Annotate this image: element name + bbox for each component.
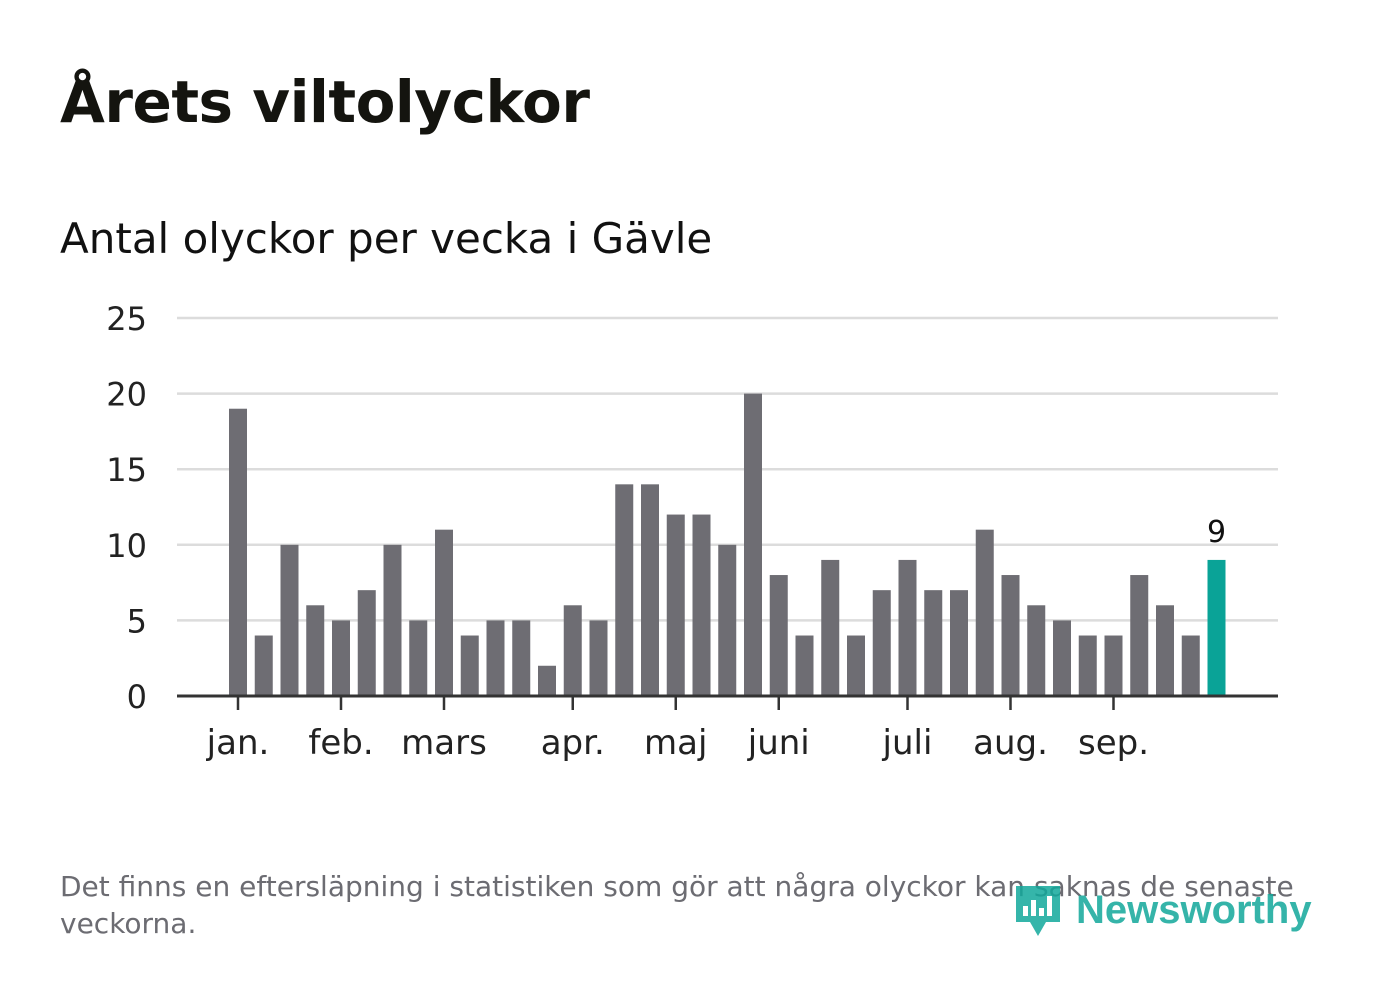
bar xyxy=(1001,575,1020,696)
bar xyxy=(692,514,711,696)
y-axis-labels: 0 5 10 15 20 25 xyxy=(106,300,147,716)
bar-latest-week xyxy=(1207,559,1226,696)
y-tick-label: 10 xyxy=(106,527,147,565)
bars xyxy=(229,393,1226,696)
bar xyxy=(795,635,814,696)
month-label: jan. xyxy=(206,723,270,763)
bar xyxy=(229,408,247,696)
bar xyxy=(744,393,762,696)
bar xyxy=(1156,605,1174,696)
logo-icon xyxy=(1016,886,1060,936)
bar xyxy=(1130,575,1149,696)
bar xyxy=(1181,635,1200,696)
month-label: sep. xyxy=(1078,723,1149,763)
month-label: maj xyxy=(644,723,707,763)
bar xyxy=(280,544,299,696)
month-label: juni xyxy=(747,723,810,763)
bar xyxy=(975,529,994,696)
y-tick-label: 20 xyxy=(106,376,147,414)
bar xyxy=(666,514,685,696)
bar xyxy=(924,590,943,696)
month-label: apr. xyxy=(541,723,605,763)
bar xyxy=(435,529,453,696)
bar xyxy=(769,575,788,696)
bar xyxy=(821,559,840,696)
x-axis: jan. feb. mars apr. maj juni juli aug. sep. xyxy=(177,694,1278,763)
bar xyxy=(486,620,505,696)
y-tick-label: 0 xyxy=(127,678,147,716)
month-label: aug. xyxy=(973,723,1048,763)
y-tick-label: 15 xyxy=(106,451,147,489)
bar xyxy=(357,590,376,696)
bar xyxy=(254,635,273,696)
bar xyxy=(1027,605,1046,696)
chart-subtitle: Antal olyckor per vecka i Gävle xyxy=(60,214,713,263)
bar xyxy=(563,605,582,696)
bar xyxy=(615,484,634,696)
bar xyxy=(512,620,531,696)
bar xyxy=(847,635,865,696)
bar xyxy=(383,544,402,696)
footnote: Det finns en eftersläpning i statistiken… xyxy=(60,870,1294,940)
bar xyxy=(538,665,556,696)
bar xyxy=(1078,635,1097,696)
bar xyxy=(589,620,608,696)
y-tick-label: 5 xyxy=(127,602,147,640)
bar xyxy=(409,620,428,696)
brand-name: Newsworthy xyxy=(1076,887,1312,932)
bar xyxy=(898,559,917,696)
bar xyxy=(641,484,659,696)
bar xyxy=(332,620,350,696)
bar xyxy=(1053,620,1071,696)
bar xyxy=(872,590,891,696)
bar xyxy=(718,544,737,696)
bar xyxy=(460,635,479,696)
month-label: juli xyxy=(882,723,933,763)
highlight-value-label: 9 xyxy=(1207,515,1226,550)
chart-title: Årets viltolyckor xyxy=(60,68,590,136)
bar xyxy=(950,590,968,696)
data-labels: 9 xyxy=(1207,515,1226,550)
y-tick-label: 25 xyxy=(106,300,147,338)
bar xyxy=(306,605,325,696)
month-label: mars xyxy=(401,723,487,763)
bar xyxy=(1104,635,1123,696)
month-label: feb. xyxy=(308,723,373,763)
newsworthy-logo: Newsworthy xyxy=(1010,878,1312,942)
